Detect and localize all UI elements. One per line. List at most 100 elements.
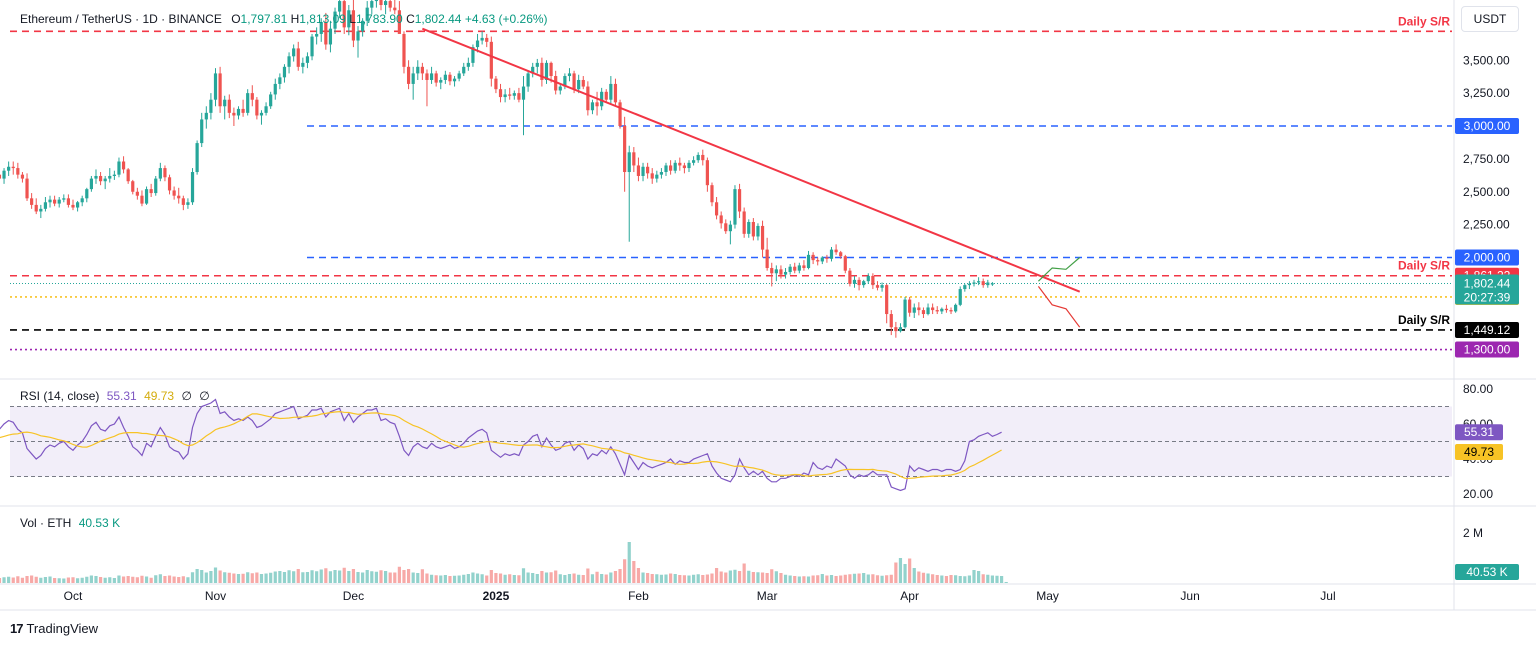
rsi-ma-badge <box>1455 443 1503 460</box>
volume-bar <box>485 575 489 583</box>
volume-bar <box>158 574 162 583</box>
candle-body <box>181 198 185 205</box>
candle-body <box>521 86 526 100</box>
volume-bar <box>802 576 806 583</box>
volume-bar <box>549 572 553 583</box>
candle-body <box>0 174 2 179</box>
volume-bar <box>264 573 268 583</box>
volume-bar <box>328 571 333 583</box>
candle-body <box>34 204 38 212</box>
date-axis-tick-label: Jun <box>1180 589 1199 603</box>
volume-bar <box>572 573 576 583</box>
candle-body <box>448 74 452 82</box>
volume-bar <box>554 570 558 583</box>
current-price-badge <box>1455 274 1519 305</box>
volume-bar <box>53 578 57 583</box>
candle-body <box>825 257 829 259</box>
volume-bar <box>825 575 829 583</box>
volume-bar <box>273 571 277 583</box>
candle-body <box>581 79 585 87</box>
candle-body <box>728 224 732 232</box>
volume-bar <box>121 576 126 583</box>
candle-body <box>374 0 379 2</box>
candle-body <box>2 170 6 179</box>
candle-body <box>402 33 406 67</box>
candle-body <box>673 162 677 171</box>
volume-bar <box>315 571 319 583</box>
candle-body <box>889 314 893 328</box>
candle-body <box>264 106 268 113</box>
volume-bar <box>383 571 388 583</box>
tradingview-logo[interactable]: 17 TradingView <box>10 621 98 636</box>
candle-body <box>742 211 746 234</box>
volume-bar <box>11 577 15 583</box>
volume-bar <box>503 574 507 583</box>
candle-body <box>963 285 967 290</box>
candle-body <box>195 143 199 173</box>
candle-body <box>747 221 751 234</box>
candle-body <box>848 270 852 284</box>
volume-bar <box>319 569 323 583</box>
candle-body <box>135 191 139 196</box>
volume-bar <box>935 575 939 583</box>
volume-bar <box>154 575 158 583</box>
volume-bar <box>567 574 572 583</box>
candle-body <box>172 190 176 196</box>
price-axis-tick-label: 2,750.00 <box>1463 152 1510 166</box>
close-label: C <box>406 12 415 26</box>
candle-body <box>80 198 84 203</box>
volume-bar <box>167 575 172 583</box>
descending-trendline <box>422 27 1081 293</box>
candle-body <box>843 256 847 271</box>
volume-bar <box>940 575 944 583</box>
volume-bar <box>632 561 636 583</box>
volume-bar <box>724 572 728 583</box>
date-axis-tick-label: May <box>1036 589 1059 603</box>
rsi-ma-line <box>0 410 1002 479</box>
volume-bar <box>581 575 585 583</box>
volume-bar <box>301 572 305 583</box>
candle-body <box>246 93 250 113</box>
candle-body <box>338 1 342 12</box>
candle-body <box>664 165 668 173</box>
level-label: Daily S/R <box>1398 259 1450 273</box>
volume-bar <box>342 567 346 583</box>
volume-bar <box>305 572 310 583</box>
candle-body <box>526 73 530 87</box>
volume-bar <box>917 571 921 583</box>
candle-body <box>618 102 622 126</box>
candle-body <box>765 249 769 269</box>
volume-bar <box>765 573 769 583</box>
volume-bar <box>742 563 746 583</box>
volume-bar <box>751 572 755 583</box>
volume-bar <box>108 577 112 583</box>
candle-body <box>623 126 627 173</box>
volume-bar <box>30 575 34 583</box>
volume-bar <box>655 574 659 583</box>
volume-label[interactable]: Vol · ETH <box>20 516 72 530</box>
volume-bar <box>255 572 259 583</box>
volume-bar <box>135 577 139 583</box>
rsi-label[interactable]: RSI (14, close) <box>20 389 100 403</box>
candle-body <box>85 189 89 199</box>
volume-bar <box>402 570 406 583</box>
candle-body <box>894 327 898 332</box>
candle-body <box>756 225 760 237</box>
volume-bar <box>282 572 287 583</box>
volume-bar <box>190 572 195 583</box>
volume-bar <box>223 572 227 583</box>
volume-bar <box>558 574 562 583</box>
volume-bar <box>370 571 374 583</box>
candle-body <box>549 62 553 77</box>
volume-bar <box>710 573 714 583</box>
volume-bar <box>816 575 820 583</box>
candle-body <box>917 307 921 311</box>
volume-bar <box>623 559 627 583</box>
volume-bar <box>94 576 98 583</box>
symbol-title[interactable]: Ethereum / TetherUS · 1D · BINANCE <box>20 12 222 26</box>
volume-bar <box>452 575 457 583</box>
price-axis-tick-label: 2,500.00 <box>1463 185 1510 199</box>
volume-bar <box>848 574 852 583</box>
volume-bar <box>172 576 176 583</box>
currency-button[interactable]: USDT <box>1461 6 1519 32</box>
